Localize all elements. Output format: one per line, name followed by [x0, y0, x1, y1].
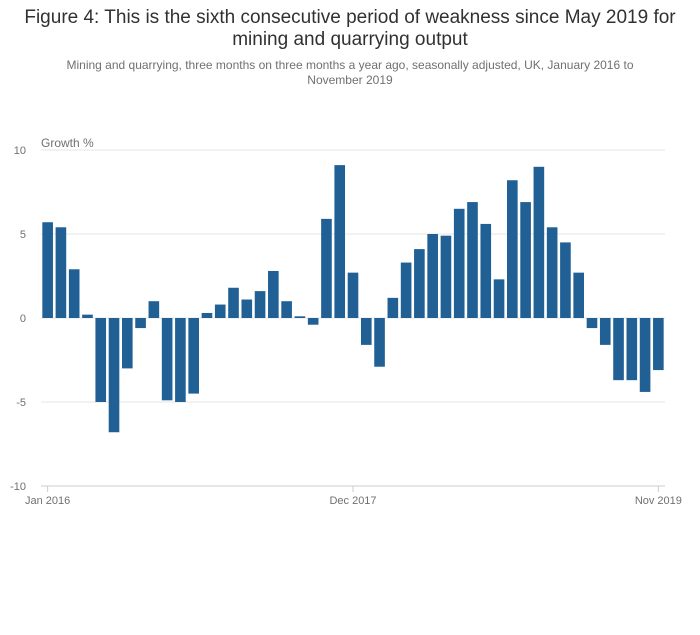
- bar[interactable]: [201, 312, 213, 318]
- bar[interactable]: [281, 301, 292, 318]
- bar[interactable]: [228, 287, 239, 318]
- bar[interactable]: [427, 234, 438, 318]
- bar[interactable]: [560, 242, 571, 318]
- bar[interactable]: [400, 262, 412, 318]
- y-tick-label: -10: [10, 481, 26, 493]
- y-axis-label: Growth %: [41, 136, 94, 150]
- bar[interactable]: [533, 166, 545, 318]
- bar[interactable]: [321, 218, 332, 318]
- axes: 10 5 0 -5 -10 Jan 2016 Dec 2017 Nov 2019: [10, 145, 682, 507]
- bar[interactable]: [42, 222, 53, 318]
- bar[interactable]: [68, 269, 80, 318]
- bar[interactable]: [613, 318, 624, 381]
- bar[interactable]: [360, 318, 372, 345]
- chart-title: Figure 4: This is the sixth consecutive …: [24, 7, 676, 50]
- bar[interactable]: [175, 318, 186, 402]
- bar[interactable]: [414, 249, 425, 318]
- y-tick-label: -5: [16, 397, 26, 409]
- y-tick-label: 5: [20, 229, 26, 241]
- bar[interactable]: [95, 318, 107, 402]
- bar[interactable]: [387, 297, 399, 318]
- bar[interactable]: [268, 270, 279, 318]
- bar[interactable]: [639, 318, 651, 392]
- bar[interactable]: [626, 318, 638, 381]
- bar[interactable]: [148, 301, 160, 318]
- bar-series: [42, 165, 664, 433]
- y-tick-label: 0: [20, 313, 26, 325]
- bar[interactable]: [493, 279, 505, 318]
- bar[interactable]: [440, 235, 452, 318]
- bar[interactable]: [55, 227, 67, 318]
- bar[interactable]: [161, 318, 173, 401]
- x-tick-label: Jan 2016: [25, 495, 70, 507]
- bar[interactable]: [520, 202, 531, 318]
- bar[interactable]: [507, 180, 518, 318]
- x-tick-label: Dec 2017: [329, 495, 376, 507]
- bar[interactable]: [374, 318, 385, 367]
- bar[interactable]: [307, 318, 319, 325]
- bar[interactable]: [241, 299, 253, 318]
- bar[interactable]: [334, 165, 346, 318]
- bar[interactable]: [599, 318, 611, 345]
- bar[interactable]: [573, 272, 585, 318]
- bar[interactable]: [467, 202, 478, 318]
- bar[interactable]: [254, 291, 266, 318]
- bar[interactable]: [108, 318, 120, 433]
- bar[interactable]: [82, 314, 93, 318]
- bar[interactable]: [586, 318, 598, 329]
- bar[interactable]: [546, 227, 558, 318]
- x-tick-label: Nov 2019: [635, 495, 682, 507]
- bar[interactable]: [214, 304, 226, 318]
- bar[interactable]: [347, 272, 359, 318]
- bar[interactable]: [188, 318, 199, 394]
- chart-subtitle: Mining and quarrying, three months on th…: [66, 58, 634, 87]
- y-tick-label: 10: [14, 145, 26, 157]
- bar[interactable]: [480, 223, 492, 318]
- bar[interactable]: [121, 318, 133, 369]
- bar[interactable]: [294, 316, 306, 318]
- bar[interactable]: [453, 208, 465, 318]
- bar[interactable]: [135, 318, 146, 329]
- bar[interactable]: [653, 318, 664, 371]
